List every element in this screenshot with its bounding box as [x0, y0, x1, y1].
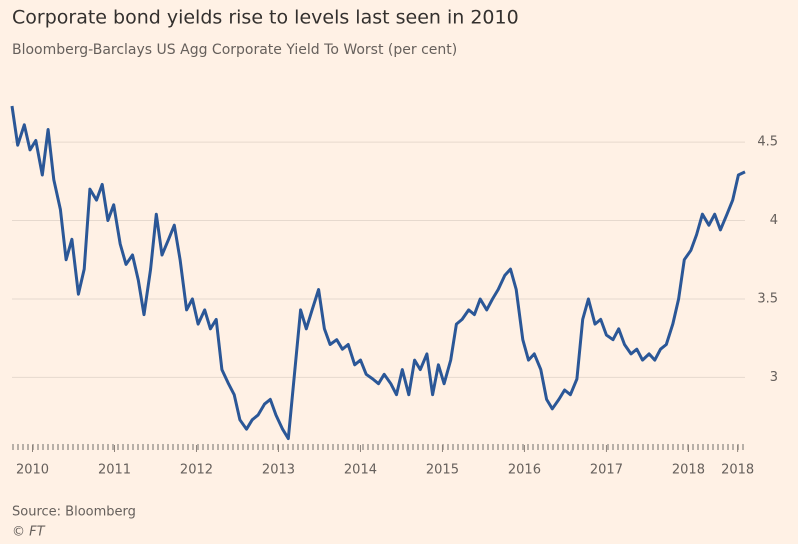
y-tick-label: 3 [770, 370, 778, 385]
credit: © FT [12, 525, 46, 540]
x-tick-label: 2013 [262, 463, 295, 478]
y-tick-label: 3.5 [757, 291, 778, 306]
x-tick-label: 2012 [180, 463, 213, 478]
x-tick-label: 2014 [344, 463, 377, 478]
y-tick-label: 4.5 [757, 135, 778, 150]
x-tick-label: 2016 [508, 463, 541, 478]
x-tick-label: 2018 [672, 463, 705, 478]
x-tick-label: 2018 [721, 463, 754, 478]
x-tick-label: 2017 [590, 463, 623, 478]
chart-subtitle: Bloomberg-Barclays US Agg Corporate Yiel… [12, 42, 457, 58]
x-tick-label: 2015 [426, 463, 459, 478]
x-tick-label: 2010 [16, 463, 49, 478]
source: Source: Bloomberg [12, 505, 136, 520]
x-tick-label: 2011 [98, 463, 131, 478]
line [10, 105, 746, 441]
chart-title: Corporate bond yields rise to levels las… [12, 7, 519, 29]
y-tick-label: 4 [770, 213, 778, 228]
